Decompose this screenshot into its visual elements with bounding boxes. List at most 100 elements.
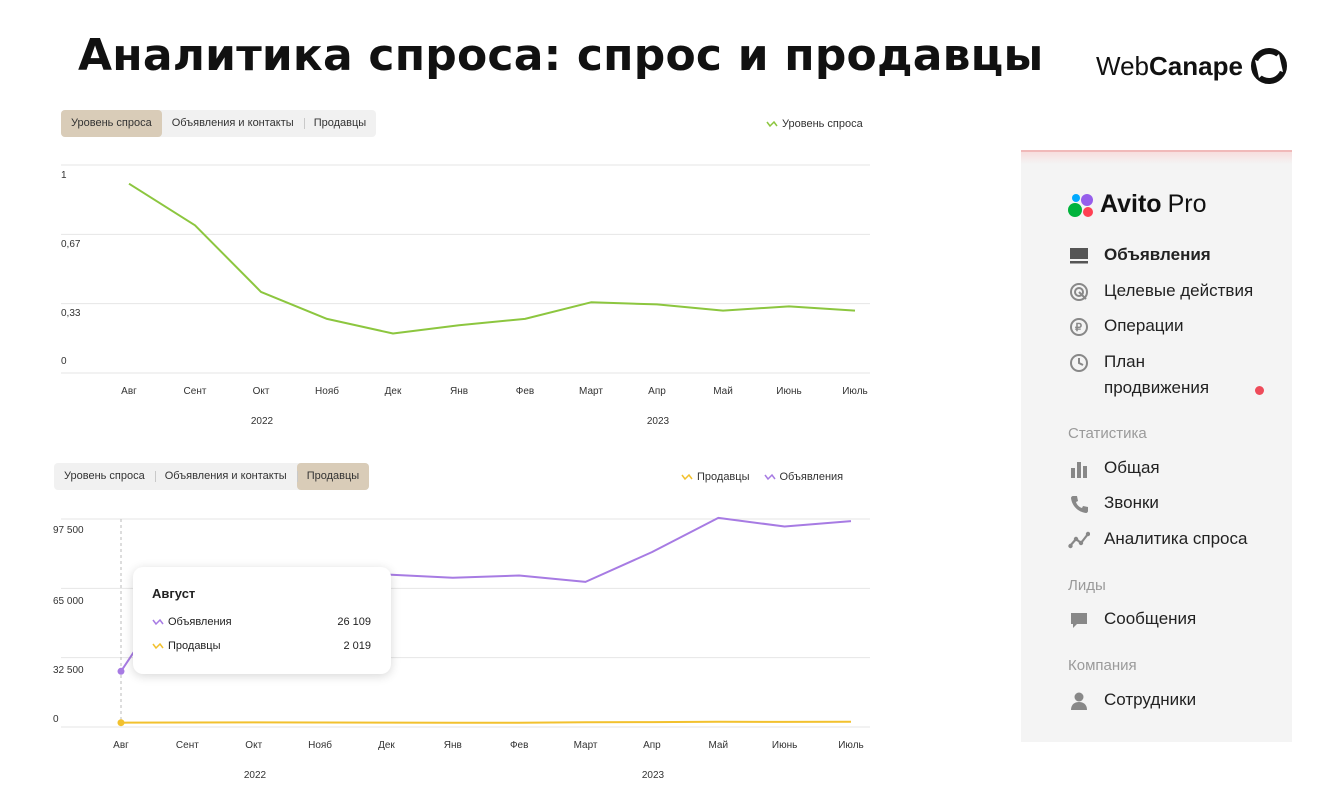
sidebar-item-general[interactable]: Общая (1068, 458, 1160, 480)
x-tick-label: Сент (176, 740, 199, 751)
legend-item-demand[interactable]: Уровень спроса (766, 118, 863, 130)
logo-pro: Pro (1167, 190, 1207, 218)
sidebar-item-operations[interactable]: ₽ Операции (1068, 316, 1184, 338)
sidebar-item-demand-analytics[interactable]: Аналитика спроса (1068, 529, 1247, 551)
charts-canvas: 1 0,67 0,33 0 Авг Сент Окт Нояб Дек Янв Фев Март Апр… (53, 164, 870, 781)
target-icon (1068, 281, 1090, 303)
legend-label: Продавцы (697, 471, 750, 483)
squiggle-icon (152, 618, 164, 626)
tab-ads-contacts[interactable]: Объявления и контакты (154, 463, 297, 490)
tab-ads-contacts[interactable]: Объявления и контакты (171, 117, 294, 129)
squiggle-icon (152, 642, 164, 650)
tooltip-title: Август (152, 586, 196, 601)
squiggle-icon (763, 473, 776, 481)
x-tick-label: Фев (516, 386, 534, 397)
year-label: 2022 (244, 770, 267, 781)
brand-part1: Web (1096, 50, 1149, 81)
brand-part2: Canape (1149, 50, 1243, 81)
chart2-legend: Продавцы Объявления (681, 471, 843, 483)
sidebar-item-label: Аналитика спроса (1104, 529, 1248, 548)
chart1-legend: Уровень спроса (766, 118, 863, 130)
clock-icon (1068, 352, 1090, 374)
x-tick-label: Окт (253, 386, 270, 397)
x-tick-label: Сент (184, 386, 207, 397)
chat-icon (1068, 609, 1090, 631)
tab-demand-level[interactable]: Уровень спроса (64, 470, 145, 482)
tab-sellers[interactable]: Продавцы (303, 110, 377, 137)
data-point (117, 667, 125, 675)
tooltip-value: 26 109 (337, 616, 371, 628)
x-tick-label: Окт (245, 740, 262, 751)
chart-tooltip: Август Объявления 26 109 Продавцы 2 019 (133, 567, 391, 674)
notification-dot (1255, 386, 1264, 395)
year-label: 2023 (647, 416, 670, 427)
sidebar-top-border (1021, 150, 1292, 164)
chart2-tabs: Уровень спроса Объявления и контакты Про… (54, 463, 370, 490)
tooltip-label: Объявления (168, 616, 232, 628)
x-tick-label: Май (708, 740, 728, 751)
logo-avito: Avito (1100, 190, 1162, 218)
y-tick-label: 0 (61, 356, 67, 367)
sidebar-item-employees[interactable]: Сотрудники (1068, 690, 1196, 712)
sidebar-item-label: Объявления (1104, 245, 1211, 264)
x-tick-label: Июль (838, 740, 864, 751)
sidebar-item-ads[interactable]: Объявления (1068, 245, 1211, 267)
sidebar-item-messages[interactable]: Сообщения (1068, 609, 1196, 631)
x-tick-label: Апр (648, 386, 666, 397)
sidebar-item-target-actions[interactable]: Целевые действия (1068, 281, 1253, 303)
x-tick-label: Апр (643, 740, 661, 751)
y-tick-label: 97 500 (53, 525, 84, 536)
ruble-icon: ₽ (1068, 316, 1090, 338)
x-tick-label: Дек (378, 740, 395, 751)
x-tick-label: Дек (385, 386, 402, 397)
tooltip-row-sellers: Продавцы 2 019 (152, 640, 371, 652)
y-tick-label: 0,67 (61, 239, 81, 250)
svg-text:₽: ₽ (1075, 322, 1082, 334)
y-tick-label: 0,33 (61, 308, 81, 319)
avito-pro-sidebar: Avito Pro Объявления Целевые действия ₽ … (1021, 150, 1292, 742)
chart1-tabs: Уровень спроса Объявления и контакты Про… (61, 110, 377, 137)
x-tick-label: Фев (510, 740, 528, 751)
sidebar-item-label: Звонки (1104, 493, 1159, 512)
squiggle-icon (766, 120, 778, 128)
tab-demand-level[interactable]: Уровень спроса (61, 110, 162, 137)
sidebar-item-calls[interactable]: Звонки (1068, 493, 1159, 515)
series-line (120, 720, 852, 724)
sidebar-item-label: Сообщения (1104, 609, 1197, 628)
y-tick-label: 0 (53, 714, 59, 725)
year-label: 2022 (251, 416, 274, 427)
sidebar-item-label-2: продвижения (1104, 378, 1210, 397)
sidebar-item-label: Целевые действия (1104, 281, 1254, 300)
legend-label: Уровень спроса (782, 118, 863, 130)
tab-sellers[interactable]: Продавцы (296, 463, 370, 490)
sidebar-item-promotion-plan[interactable]: План продвижения (1068, 352, 1209, 401)
avito-pro-logo[interactable]: Avito Pro (1067, 190, 1206, 219)
x-tick-label: Янв (444, 740, 462, 751)
sidebar-section-company: Компания (1068, 657, 1137, 674)
y-tick-label: 65 000 (53, 596, 84, 607)
trend-icon (1068, 529, 1090, 551)
x-tick-label: Март (574, 740, 598, 751)
legend-item-ads[interactable]: Объявления (763, 471, 844, 483)
tooltip-label: Продавцы (168, 640, 221, 652)
x-tick-label: Июнь (776, 386, 801, 397)
user-icon (1068, 690, 1090, 712)
x-tick-label: Нояб (315, 385, 339, 397)
slide-title: Аналитика спроса: спрос и продавцы (78, 30, 1044, 81)
legend-label: Объявления (779, 471, 844, 483)
tooltip-row-ads: Объявления 26 109 (152, 616, 371, 628)
legend-item-sellers[interactable]: Продавцы (681, 471, 750, 483)
x-tick-label: Авг (113, 740, 129, 751)
sidebar-section-stats: Статистика (1068, 425, 1147, 442)
y-tick-label: 32 500 (53, 665, 84, 676)
tooltip-value: 2 019 (343, 640, 371, 652)
series-line (128, 182, 856, 335)
x-tick-label: Июнь (772, 740, 797, 751)
sidebar-section-leads: Лиды (1068, 577, 1106, 594)
squiggle-icon (681, 473, 693, 481)
phone-icon (1068, 493, 1090, 515)
x-tick-label: Нояб (308, 739, 332, 751)
year-label: 2023 (642, 770, 665, 781)
webcanape-logo: Web Canape (1096, 48, 1287, 84)
y-tick-label: 1 (61, 170, 67, 181)
